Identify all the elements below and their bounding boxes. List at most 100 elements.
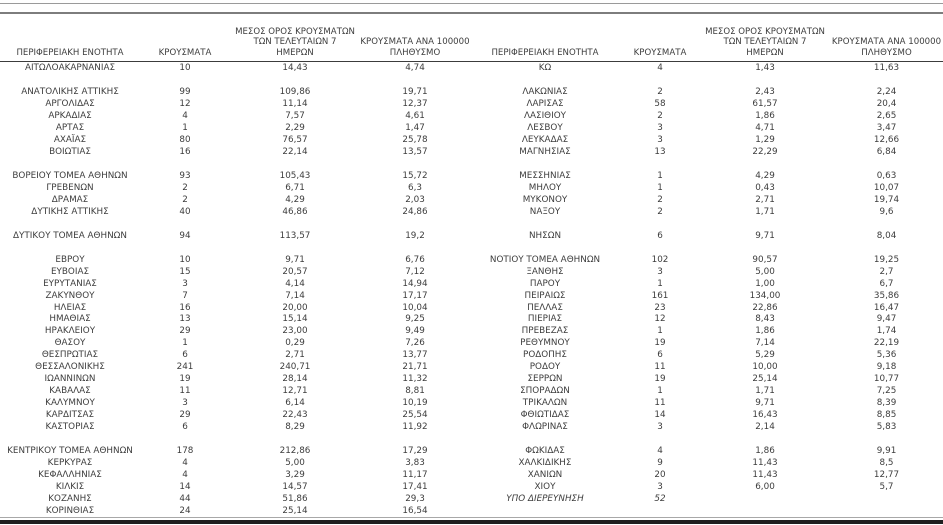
table-row: ΚΑΣΤΟΡΙΑΣ 6 8,29 11,92 ΦΛΩΡΙΝΑΣ 3 2,14 5,83 [0, 422, 943, 434]
region-name: ΚΟΖΑΝΗΣ [48, 493, 92, 504]
per100k-value: 12,37 [402, 99, 428, 110]
region-name: ΛΑΣΙΘΙΟΥ [523, 111, 566, 122]
cases-value: 102 [651, 254, 669, 265]
avg7-value: 1,43 [755, 63, 775, 74]
avg7-value: 109,86 [279, 87, 311, 98]
per100k-value: 12,77 [873, 469, 900, 480]
per100k-value: 9,18 [876, 362, 897, 373]
avg7-value: 11,43 [752, 469, 778, 480]
region-name: ΧΑΛΚΙΔΙΚΗΣ [518, 457, 572, 468]
cases-value: 9 [657, 457, 663, 468]
per100k-value: 5,7 [879, 481, 894, 492]
region-name: ΤΡΙΚΑΛΩΝ [522, 398, 568, 409]
avg7-value: 6,14 [285, 398, 305, 409]
cases-value: 3 [182, 278, 188, 289]
per100k-value: 11,92 [402, 422, 428, 433]
region-name: ΕΥΡΥΤΑΝΙΑΣ [43, 278, 97, 289]
per100k-value: 6,7 [879, 278, 894, 289]
table-row: ΚΙΛΚΙΣ 14 14,57 17,41 ΧΙΟΥ 3 6,00 5,7 [0, 481, 943, 493]
per100k-value: 9,6 [879, 206, 894, 217]
per100k-value: 24,86 [402, 206, 428, 217]
region-name: ΝΑΞΟΥ [529, 206, 561, 217]
avg7-value: 22,29 [752, 147, 778, 158]
per100k-value: 3,47 [876, 123, 897, 134]
region-name: ΕΒΡΟΥ [55, 254, 85, 265]
cases-value: 1 [657, 278, 663, 289]
header-per100k-right: ΚΡΟΥΣΜΑΤΑ ΑΝΑ 100000 ΠΛΗΘΥΣΜΟ [831, 37, 942, 58]
per100k-value: 8,39 [876, 398, 897, 409]
cases-value: 4 [182, 469, 188, 480]
cases-value: 12 [654, 314, 666, 325]
region-name: ΚΑΛΥΜΝΟΥ [45, 398, 95, 409]
per100k-value: 14,94 [402, 278, 428, 289]
avg7-value: 7,57 [285, 111, 305, 122]
table-row: ΚΑΒΑΛΑΣ 11 12,71 8,81 ΣΠΟΡΑΔΩΝ 1 1,71 7,25 [0, 386, 943, 398]
avg7-value: 15,14 [282, 314, 308, 325]
region-name: ΣΕΡΡΩΝ [527, 374, 563, 385]
header-region-left: ΠΕΡΙΦΕΡΕΙΑΚΗ ΕΝΟΤΗΤΑ [16, 47, 124, 58]
cases-value: 20 [654, 469, 666, 480]
avg7-value: 22,14 [282, 147, 308, 158]
cases-value: 16 [179, 302, 191, 313]
top-rule-thin [0, 3, 943, 4]
table-row [0, 75, 943, 87]
per100k-value: 35,86 [873, 290, 900, 301]
avg7-value: 14,43 [282, 63, 308, 74]
cases-value: 2 [657, 206, 663, 217]
header-per100k-left: ΚΡΟΥΣΜΑΤΑ ΑΝΑ 100000 ΠΛΗΘΥΣΜΟ [360, 37, 470, 58]
region-name: ΚΑΣΤΟΡΙΑΣ [45, 422, 95, 433]
header-cases-right: ΚΡΟΥΣΜΑΤΑ [633, 47, 687, 58]
per100k-value: 10,77 [873, 374, 900, 385]
per100k-value: 11,32 [402, 374, 428, 385]
cases-value: 29 [179, 326, 191, 337]
avg7-value: 4,14 [285, 278, 305, 289]
per100k-value: 4,61 [405, 111, 425, 122]
per100k-value: 11,17 [402, 469, 428, 480]
per100k-value: 8,04 [876, 230, 897, 241]
avg7-value: 4,29 [755, 171, 775, 182]
region-name: ΔΡΑΜΑΣ [51, 194, 89, 205]
per100k-value: 29,3 [405, 493, 425, 504]
region-name: ΝΗΣΩΝ [528, 230, 562, 241]
region-name: ΑΧΑΪΑΣ [53, 135, 87, 146]
cases-value: 3 [182, 398, 188, 409]
per100k-value: 7,26 [405, 338, 425, 349]
cases-value: 99 [179, 87, 191, 98]
region-name: ΔΥΤΙΚΟΥ ΤΟΜΕΑ ΑΘΗΝΩΝ [13, 230, 127, 241]
avg7-value: 1,29 [755, 135, 775, 146]
cases-value: 7 [182, 290, 188, 301]
cases-value: 2 [657, 87, 663, 98]
avg7-value: 4,29 [285, 194, 305, 205]
region-name: ΚΑΡΔΙΤΣΑΣ [45, 410, 95, 421]
per100k-value: 6,76 [405, 254, 425, 265]
region-name: ΦΛΩΡΙΝΑΣ [522, 422, 568, 433]
header-avg7-left: ΜΕΣΟΣ ΟΡΟΣ ΚΡΟΥΣΜΑΤΩΝ ΤΩΝ ΤΕΛΕΥΤΑΙΩΝ 7 Η… [235, 26, 355, 58]
avg7-value: 23,00 [282, 326, 308, 337]
avg7-value: 2,71 [285, 350, 305, 361]
cases-value: 1 [657, 183, 663, 193]
cases-value: 80 [179, 135, 191, 146]
cases-value: 4 [182, 457, 188, 468]
avg7-value: 1,00 [755, 278, 775, 289]
cases-value: 6 [182, 422, 188, 433]
region-name: ΔΥΤΙΚΗΣ ΑΤΤΙΚΗΣ [31, 206, 109, 217]
table-row: ΗΛΕΙΑΣ 16 20,00 10,04 ΠΕΛΛΑΣ 23 22,86 16,47 [0, 302, 943, 314]
avg7-value: 9,71 [285, 254, 305, 265]
cases-value: 2 [182, 194, 188, 205]
region-name: ΚΑΒΑΛΑΣ [49, 386, 91, 397]
avg7-value: 212,86 [279, 445, 311, 456]
per100k-value: 2,03 [405, 194, 425, 205]
avg7-value: 11,43 [752, 457, 778, 468]
cases-value: 44 [179, 493, 191, 504]
avg7-value: 7,14 [285, 290, 305, 301]
table-row: ΑΡΤΑΣ 1 2,29 1,47 ΛΕΣΒΟΥ 3 4,71 3,47 [0, 123, 943, 135]
cases-value: 10 [179, 254, 191, 265]
per100k-value: 4,74 [405, 63, 425, 74]
per100k-value: 12,66 [873, 135, 900, 146]
region-name: ΛΑΚΩΝΙΑΣ [522, 87, 568, 98]
per100k-value: 10,07 [873, 183, 900, 193]
per100k-value: 13,77 [402, 350, 428, 361]
avg7-value: 2,71 [755, 194, 775, 205]
region-name: ΠΑΡΟΥ [529, 278, 561, 289]
